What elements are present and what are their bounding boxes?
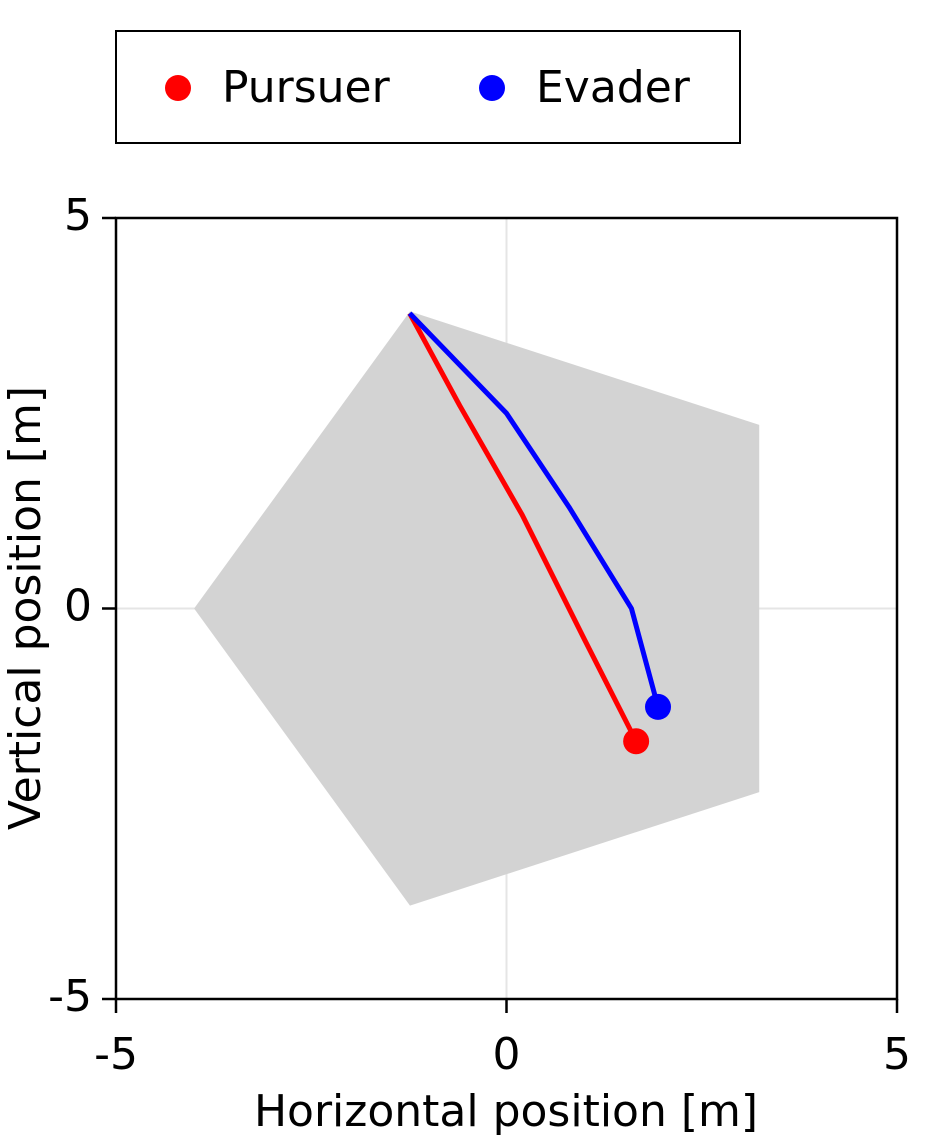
legend-label: Pursuer <box>222 62 391 113</box>
region <box>194 311 760 906</box>
trajectory <box>407 312 639 743</box>
trajectory <box>407 311 661 708</box>
x-tick-label: -5 <box>94 1029 138 1080</box>
y-tick-label: -5 <box>48 971 92 1022</box>
legend-marker <box>165 75 191 101</box>
end-marker <box>645 693 672 720</box>
x-tick-label: 0 <box>493 1029 521 1080</box>
end-marker <box>623 728 650 755</box>
legend-box <box>115 30 741 144</box>
y-tick-label: 0 <box>64 581 92 632</box>
x-axis-label: Horizontal position [m] <box>254 1086 758 1137</box>
legend-marker <box>479 75 505 101</box>
y-tick-label: 5 <box>64 190 92 241</box>
y-axis-label: Vertical position [m] <box>0 386 51 830</box>
legend-label: Evader <box>536 62 691 113</box>
x-tick-label: 5 <box>883 1029 911 1080</box>
